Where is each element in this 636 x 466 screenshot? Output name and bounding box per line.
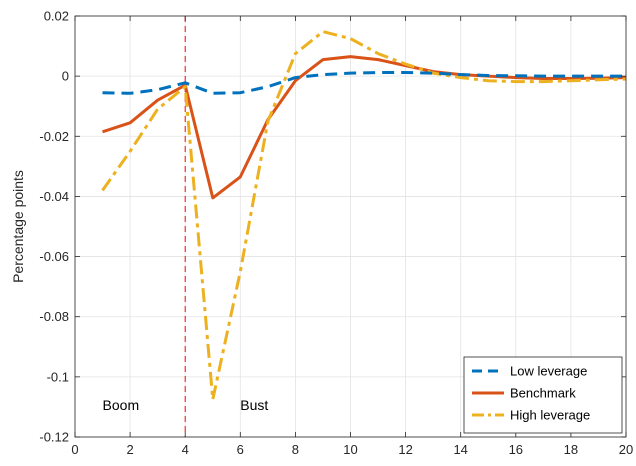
x-tick-label: 16 — [509, 442, 523, 457]
y-tick-label: 0.02 — [44, 9, 69, 24]
y-tick-label: -0.12 — [39, 430, 69, 445]
x-tick-label: 18 — [564, 442, 578, 457]
annotations: Boom Bust — [103, 397, 269, 413]
legend-label: Benchmark — [510, 386, 576, 401]
annotation-boom: Boom — [103, 397, 140, 413]
y-tick-label: -0.04 — [39, 189, 69, 204]
x-tick-label: 2 — [126, 442, 133, 457]
legend: Low leverage Benchmark High leverage — [463, 356, 623, 434]
annotation-bust: Bust — [240, 397, 268, 413]
x-tick-label: 6 — [237, 442, 244, 457]
x-tick-label: 12 — [398, 442, 412, 457]
x-tick-label: 14 — [453, 442, 467, 457]
y-tick-label: -0.08 — [39, 309, 69, 324]
y-tick-label: -0.06 — [39, 249, 69, 264]
y-tick-label: -0.1 — [47, 369, 69, 384]
y-axis-label: Percentage points — [10, 170, 26, 283]
series-line-low-leverage — [102, 71, 626, 95]
y-tick-label: 0 — [62, 69, 69, 84]
axis-ticks: 0 2 4 6 8 10 12 14 16 18 20 -0.12 -0.1 -0.08 -0.06 -0.0… — [39, 9, 633, 458]
legend-label: Low leverage — [510, 364, 587, 379]
x-tick-label: 8 — [292, 442, 299, 457]
x-tick-label: 10 — [343, 442, 357, 457]
x-tick-label: 4 — [182, 442, 189, 457]
y-tick-label: -0.02 — [39, 129, 69, 144]
series-line-benchmark — [102, 55, 627, 200]
series-layer — [101, 30, 627, 401]
legend-label: High leverage — [510, 408, 590, 423]
x-tick-label: 20 — [619, 442, 633, 457]
x-tick-label: 0 — [71, 442, 78, 457]
